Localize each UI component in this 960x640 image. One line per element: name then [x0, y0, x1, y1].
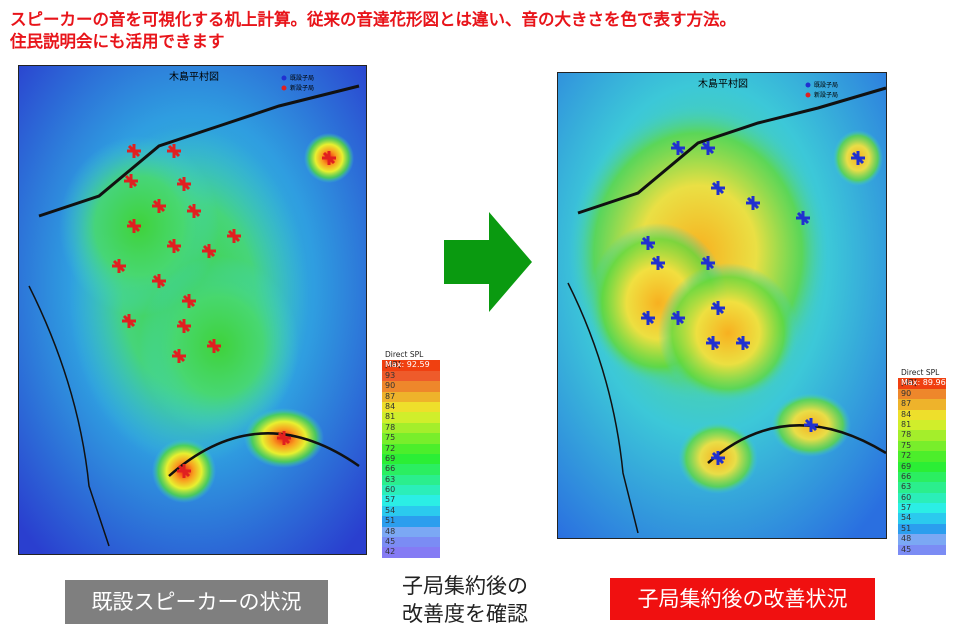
speaker	[177, 464, 191, 478]
note: 子局集約後の 改善度を確認	[380, 572, 550, 628]
heatmap-existing: 木島平村図 既設子局 新設子局	[18, 65, 367, 555]
scale-level: 51	[382, 516, 440, 527]
scale-level: 87	[898, 399, 946, 410]
scale-level: 72	[898, 451, 946, 462]
speaker	[172, 349, 186, 363]
scale-max: Max: 89.96	[898, 378, 946, 389]
speaker	[187, 204, 201, 218]
scale-level: 66	[898, 471, 946, 483]
scale-level: 57	[898, 503, 946, 514]
scale-level: 60	[382, 485, 440, 496]
speaker	[711, 301, 725, 315]
speaker	[796, 211, 810, 225]
speaker	[706, 336, 720, 350]
speaker	[167, 144, 181, 158]
speaker	[227, 229, 241, 243]
scale-level: 57	[382, 495, 440, 506]
scale-level: 81	[382, 412, 440, 423]
speaker	[152, 274, 166, 288]
scale-level: 72	[382, 443, 440, 454]
scale-level: 90	[382, 381, 440, 392]
legend-label: 既設子局	[814, 82, 838, 89]
arrow	[444, 212, 532, 312]
speaker	[711, 181, 725, 195]
speaker	[277, 431, 291, 445]
legend-label: 既設子局	[290, 75, 314, 82]
speaker	[736, 336, 750, 350]
scale-level: 63	[898, 482, 946, 493]
speaker	[177, 177, 191, 191]
note-line: 子局集約後の	[402, 574, 528, 598]
note-line: 改善度を確認	[402, 602, 528, 626]
scale-level: 42	[382, 547, 440, 558]
caption-existing: 既設スピーカーの状況	[65, 580, 328, 624]
scale-level: 69	[382, 453, 440, 465]
speaker	[851, 151, 865, 165]
speaker	[711, 451, 725, 465]
scale-level: 54	[898, 513, 946, 524]
scale-level: 90	[898, 388, 946, 400]
speaker	[651, 256, 665, 270]
scale-level: 63	[382, 474, 440, 486]
scale-level: 54	[382, 505, 440, 517]
scale-level: 48	[382, 526, 440, 538]
color-scale: Direct SPL [dB]Max: 92.59939087848178757…	[382, 350, 440, 558]
scale-level: 84	[898, 409, 946, 420]
scale-level: 78	[382, 422, 440, 434]
speaker	[182, 294, 196, 308]
speaker	[112, 259, 126, 273]
speaker	[804, 418, 818, 432]
speaker	[127, 144, 141, 158]
caption-improved: 子局集約後の改善状況	[610, 578, 875, 620]
scale-title: Direct SPL [dB]	[898, 368, 946, 387]
map-title: 木島平村図	[698, 77, 748, 90]
speaker	[202, 244, 216, 258]
map-title: 木島平村図	[169, 70, 219, 83]
speaker	[746, 196, 760, 210]
scale-level: 45	[898, 544, 946, 556]
scale-level: 78	[898, 430, 946, 441]
scale-level: 51	[898, 523, 946, 535]
scale-level: 45	[382, 537, 440, 548]
speaker	[167, 239, 181, 253]
legend-label: 新設子局	[814, 91, 838, 99]
scale-level: 87	[382, 391, 440, 402]
speaker	[701, 141, 715, 155]
speaker	[671, 141, 685, 155]
scale-level: 75	[382, 433, 440, 444]
speaker	[122, 314, 136, 328]
scale-level: 84	[382, 401, 440, 413]
scale-level: 69	[898, 461, 946, 472]
speaker	[671, 311, 685, 325]
scale-title: Direct SPL [dB]	[382, 350, 440, 369]
scale-level: 93	[382, 370, 440, 382]
speaker	[701, 256, 715, 270]
scale-level: 60	[898, 492, 946, 504]
header-line: 住民説明会にも活用できます	[10, 32, 225, 51]
heatmap-improved: 木島平村図 既設子局 新設子局	[557, 72, 887, 539]
header-line: スピーカーの音を可視化する机上計算。従来の音達花形図とは違い、音の大きさを色で表…	[10, 10, 736, 29]
scale-level: 66	[382, 464, 440, 475]
speaker	[152, 199, 166, 213]
scale-level: 75	[898, 440, 946, 452]
speaker	[322, 151, 336, 165]
color-scale: Direct SPL [dB]Max: 89.96908784817875726…	[898, 368, 946, 556]
speaker	[641, 311, 655, 325]
speaker	[177, 319, 191, 333]
speaker	[641, 236, 655, 250]
scale-level: 81	[898, 419, 946, 431]
legend-label: 新設子局	[290, 84, 314, 92]
speaker	[124, 174, 138, 188]
scale-max: Max: 92.59	[382, 360, 440, 371]
speaker	[207, 339, 221, 353]
speaker	[127, 219, 141, 233]
scale-level: 48	[898, 534, 946, 545]
